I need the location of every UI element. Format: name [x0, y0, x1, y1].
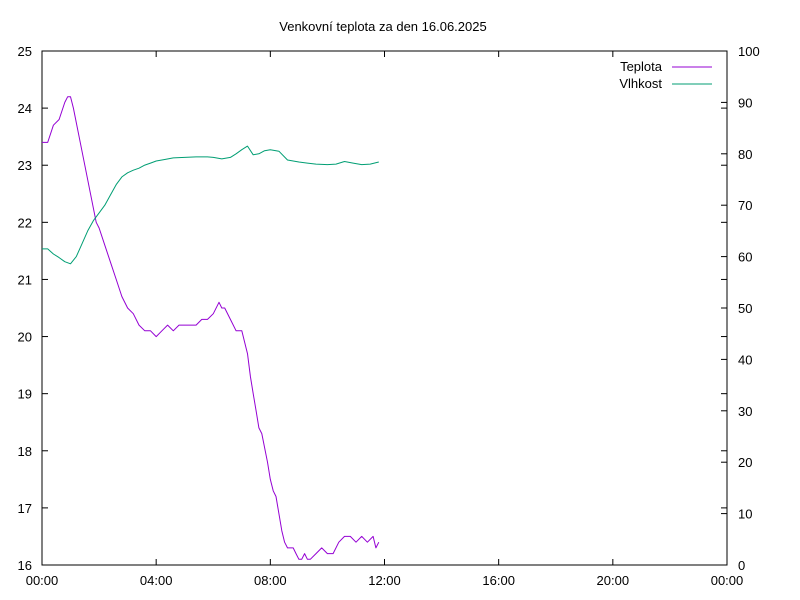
x-axis: 00:00 04:00 08:00 12:00 16:00 20:00 00:00	[26, 51, 744, 588]
y-tick-label-left: 22	[18, 215, 32, 230]
y-tick-label-right: 30	[738, 404, 752, 419]
y-tick-label-right: 10	[738, 507, 752, 522]
y-tick-label-left: 16	[18, 558, 32, 573]
y-axis-right: 0 10 20 30 40 50 60 70 80 90 100	[721, 44, 760, 573]
x-tick-label: 12:00	[368, 573, 401, 588]
series-layer	[42, 96, 380, 560]
legend-label-vlhkost: Vlhkost	[619, 76, 662, 91]
x-tick-label: 00:00	[711, 573, 744, 588]
y-tick-label-left: 23	[18, 158, 32, 173]
y-tick-label-right: 40	[738, 352, 752, 367]
x-tick-label: 08:00	[254, 573, 287, 588]
y-tick-label-right: 20	[738, 455, 752, 470]
legend: Teplota Vlhkost	[619, 59, 712, 91]
x-tick-label: 00:00	[26, 573, 59, 588]
y-axis-left: 16 17 18 19 20 21 22 23 24 25	[18, 44, 727, 573]
x-tick-label: 20:00	[597, 573, 630, 588]
legend-label-teplota: Teplota	[620, 59, 663, 74]
chart-title: Venkovní teplota za den 16.06.2025	[279, 19, 486, 34]
y-tick-label-right: 60	[738, 250, 752, 265]
y-tick-label-left: 20	[18, 330, 32, 345]
y-tick-label-left: 25	[18, 44, 32, 59]
plot-frame	[41, 50, 728, 566]
series-line-vlhkost	[42, 145, 379, 265]
series-line-teplota	[42, 96, 380, 560]
y-tick-label-left: 24	[18, 101, 32, 116]
y-tick-label-left: 21	[18, 272, 32, 287]
y-tick-label-left: 18	[18, 444, 32, 459]
y-tick-label-right: 100	[738, 44, 760, 59]
y-tick-label-left: 19	[18, 387, 32, 402]
y-tick-label-right: 50	[738, 301, 752, 316]
y-tick-label-right: 90	[738, 95, 752, 110]
y-tick-label-left: 17	[18, 501, 32, 516]
y-tick-label-right: 80	[738, 147, 752, 162]
x-tick-label: 16:00	[482, 573, 515, 588]
x-tick-label: 04:00	[140, 573, 173, 588]
y-tick-label-right: 0	[738, 558, 745, 573]
y-tick-label-right: 70	[738, 198, 752, 213]
